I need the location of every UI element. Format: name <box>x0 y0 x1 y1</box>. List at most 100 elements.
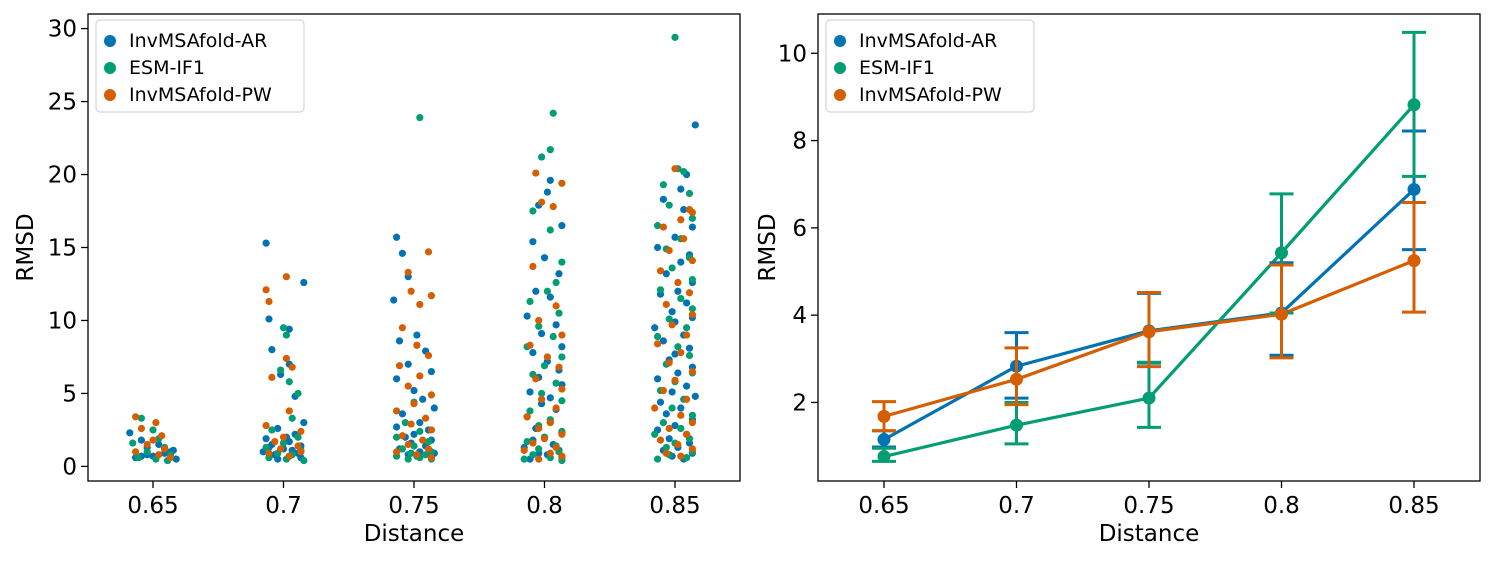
strip-point <box>659 386 668 395</box>
strip-point <box>529 238 537 246</box>
strip-point <box>549 109 557 117</box>
strip-point <box>668 388 676 396</box>
strip-point <box>398 432 406 440</box>
mean-point <box>877 409 891 423</box>
strip-point <box>535 316 543 325</box>
strip-point <box>558 397 566 405</box>
strip-point <box>424 351 433 360</box>
strip-point <box>662 410 670 418</box>
strip-point <box>656 398 665 406</box>
strip-point <box>671 350 679 358</box>
strip-point <box>540 435 549 443</box>
strip-point <box>683 454 691 462</box>
strip-point <box>688 276 697 284</box>
left-legend-marker <box>104 35 116 47</box>
strip-point <box>424 248 433 256</box>
strip-point <box>538 153 546 161</box>
strip-point <box>677 216 685 224</box>
strip-point <box>668 308 676 316</box>
strip-point <box>416 114 424 122</box>
strip-point <box>526 297 534 306</box>
strip-point <box>274 455 282 463</box>
strip-point <box>659 337 668 345</box>
left-legend-marker <box>104 62 116 74</box>
mean-point <box>1407 182 1421 196</box>
strip-point <box>300 278 308 287</box>
left-xaxis-title: Distance <box>364 521 465 547</box>
strip-point <box>671 233 679 241</box>
strip-point <box>279 439 288 447</box>
strip-point <box>543 287 552 295</box>
strip-point <box>413 341 421 349</box>
strip-point <box>132 413 140 421</box>
strip-point <box>427 292 435 300</box>
strip-point <box>137 414 145 422</box>
strip-point <box>407 420 415 428</box>
left-ytick-label: 15 <box>48 236 77 262</box>
strip-point <box>656 436 665 444</box>
strip-point <box>677 348 685 357</box>
strip-point <box>137 424 145 433</box>
strip-point <box>685 189 694 198</box>
left-yaxis-title: RMSD <box>13 213 39 281</box>
strip-point <box>158 432 166 440</box>
left-ytick-label: 20 <box>48 163 77 189</box>
strip-point <box>555 363 563 371</box>
strip-point <box>546 449 554 457</box>
strip-point <box>546 394 554 402</box>
left-legend-label: ESM-IF1 <box>129 57 205 79</box>
strip-point <box>526 407 534 415</box>
strip-point <box>410 442 418 450</box>
strip-point <box>688 419 697 427</box>
strip-point <box>558 385 566 393</box>
strip-point <box>152 419 160 427</box>
left-xtick-label: 0.8 <box>526 493 563 519</box>
mean-point <box>1142 391 1156 405</box>
strip-point <box>532 287 540 295</box>
right-xtick-label: 0.65 <box>858 493 909 519</box>
strip-point <box>535 455 543 463</box>
strip-point <box>656 286 665 294</box>
strip-point <box>166 454 174 462</box>
strip-point <box>520 455 528 463</box>
strip-point <box>424 445 433 453</box>
strip-point <box>671 33 679 41</box>
strip-point <box>155 451 163 459</box>
strip-point <box>262 286 270 294</box>
strip-point <box>265 297 273 306</box>
strip-point <box>659 223 668 231</box>
strip-point <box>656 267 665 275</box>
strip-point <box>668 404 676 412</box>
strip-point <box>543 188 552 196</box>
strip-point <box>529 451 537 459</box>
right-ytick-label: 8 <box>792 129 807 155</box>
strip-point <box>424 437 433 446</box>
right-ytick-label: 6 <box>792 216 807 242</box>
strip-point <box>404 455 412 463</box>
strip-point <box>683 382 691 390</box>
strip-point <box>691 392 699 400</box>
strip-point <box>395 362 404 370</box>
strip-point <box>546 146 554 154</box>
strip-point <box>288 414 296 422</box>
strip-point <box>404 268 412 276</box>
strip-point <box>674 369 682 377</box>
strip-point <box>393 375 401 383</box>
strip-point <box>552 302 560 310</box>
mean-point <box>1407 254 1421 268</box>
strip-point <box>549 332 557 341</box>
strip-point <box>149 436 157 444</box>
strip-point <box>427 391 435 399</box>
left-xtick-label: 0.75 <box>388 493 439 519</box>
strip-point <box>262 239 270 247</box>
strip-point <box>265 315 273 323</box>
strip-point <box>416 300 424 309</box>
mean-point <box>1010 372 1023 386</box>
strip-point <box>300 456 308 465</box>
strip-point <box>285 452 293 460</box>
strip-point <box>685 344 694 352</box>
strip-point <box>398 445 406 453</box>
strip-point <box>552 278 560 287</box>
strip-point <box>549 203 557 211</box>
